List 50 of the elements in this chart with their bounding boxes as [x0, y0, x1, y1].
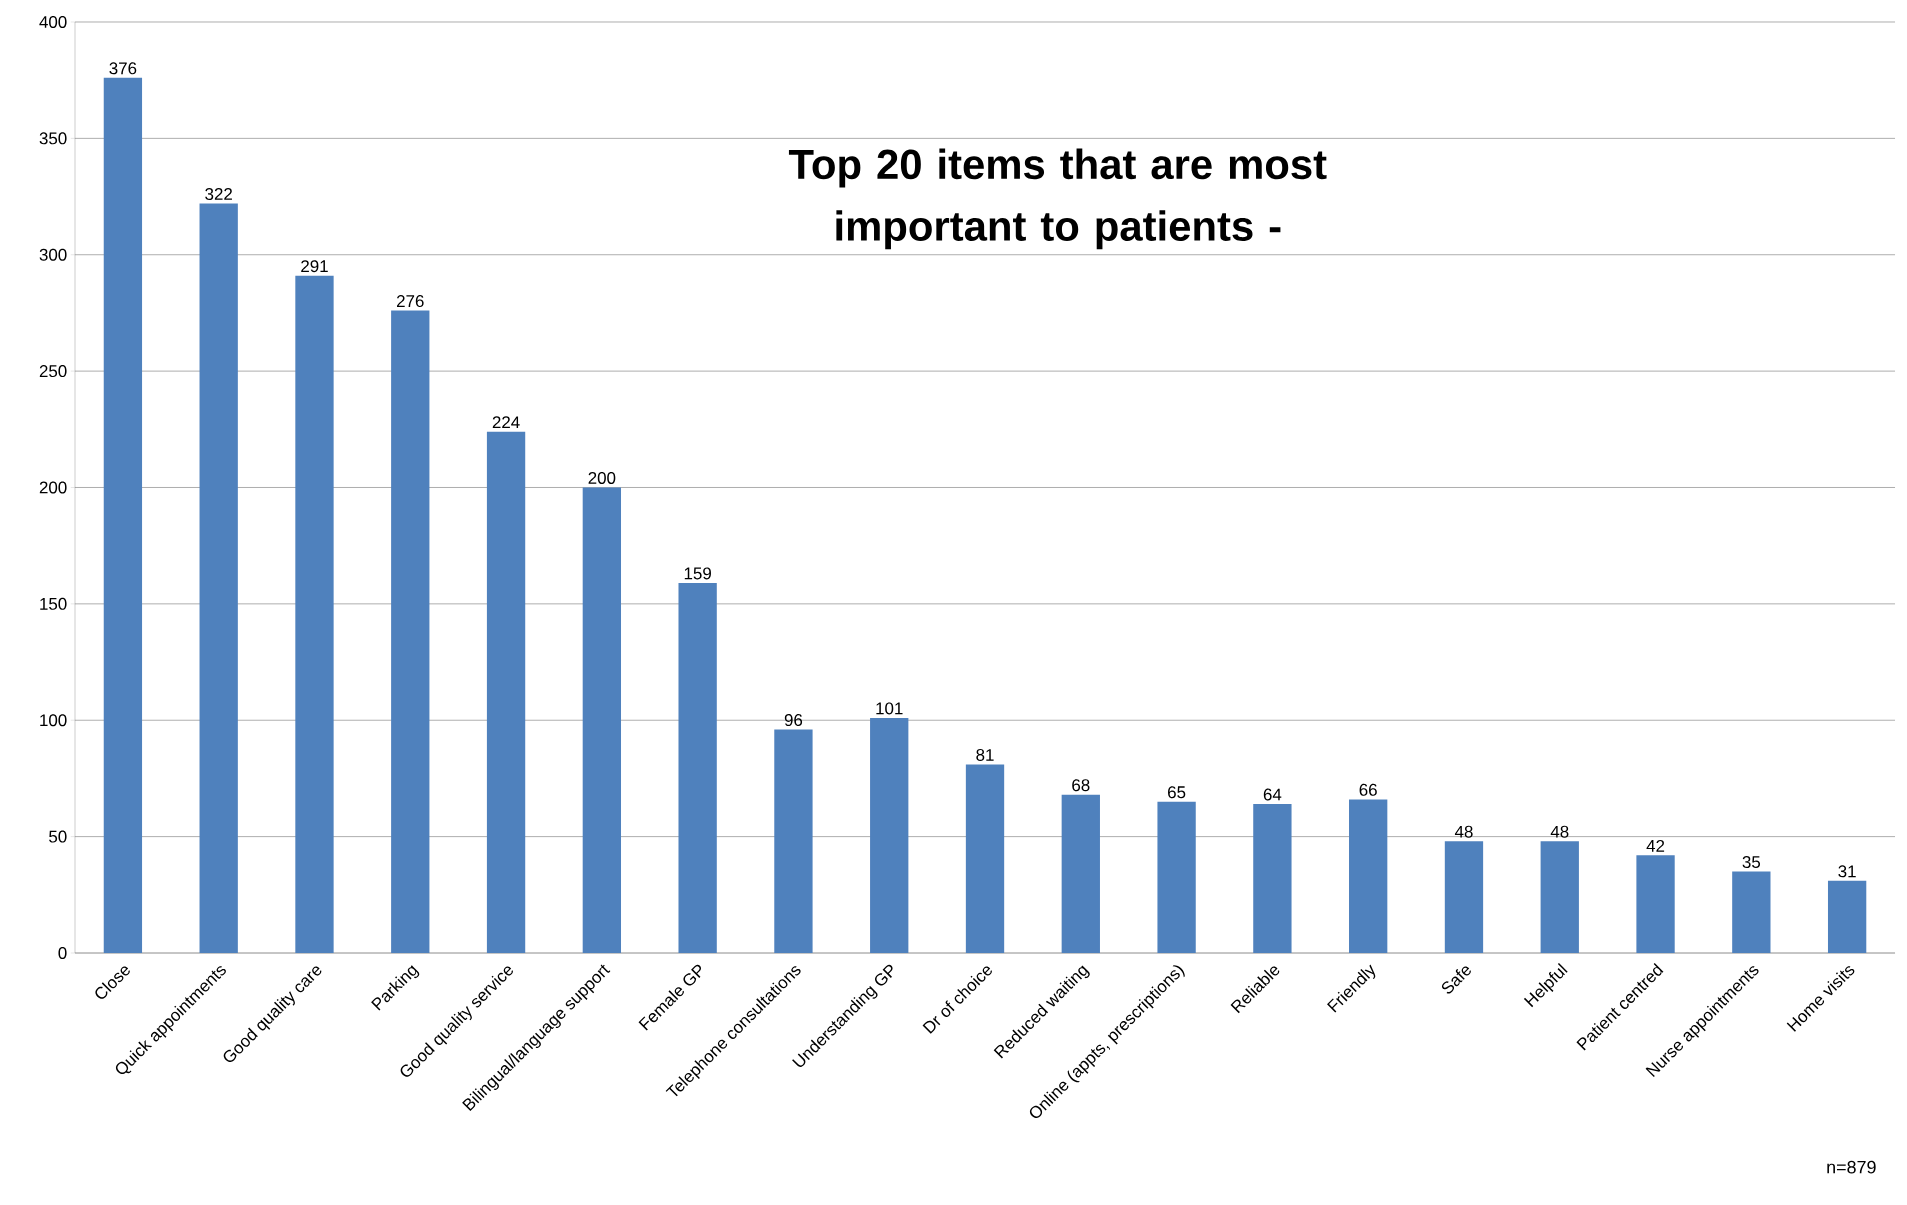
bar: [1061, 794, 1100, 953]
data-label: 68: [1072, 779, 1090, 792]
y-tick-label: 50: [49, 830, 67, 843]
data-label: 101: [876, 702, 903, 715]
y-tick-label: 250: [39, 365, 67, 378]
bar: [1253, 804, 1292, 953]
bar: [199, 203, 238, 953]
x-tick-label: Safe: [1441, 966, 1471, 994]
data-label: 96: [784, 714, 803, 727]
y-tick-label: 350: [39, 132, 67, 145]
y-tick-label: 200: [39, 481, 67, 494]
data-label: 159: [684, 567, 711, 580]
bar: [774, 729, 813, 953]
y-tick-label: 0: [58, 947, 67, 959]
y-tick-label: 100: [40, 714, 67, 727]
text: n=879: [1827, 1160, 1876, 1174]
bar: [1444, 841, 1484, 953]
bar: [295, 275, 334, 953]
data-label: 64: [1263, 788, 1282, 801]
bar: [582, 487, 622, 953]
text: Top 20 items that are most important to patients -: [788, 148, 1327, 250]
bar: [486, 431, 526, 953]
y-tick-label: 300: [39, 248, 67, 261]
bar: [678, 582, 717, 953]
bar: [870, 717, 909, 953]
bar: [103, 77, 143, 953]
data-label: 31: [1838, 865, 1856, 878]
bar: [1827, 880, 1867, 953]
data-label: 291: [301, 260, 328, 273]
bar: [1636, 855, 1675, 953]
bar: [1157, 801, 1196, 953]
data-label: 35: [1742, 856, 1761, 869]
data-label: 224: [492, 416, 520, 429]
data-label: 66: [1359, 783, 1377, 796]
bar: [1540, 841, 1579, 953]
data-label: 48: [1550, 825, 1569, 838]
bar: [1732, 871, 1771, 953]
bar: [1349, 799, 1388, 953]
y-tick-label: 400: [39, 15, 67, 28]
data-label: 322: [205, 188, 232, 201]
data-label: 276: [397, 295, 424, 308]
data-label: 200: [588, 471, 616, 484]
data-label: 65: [1168, 786, 1186, 799]
bar: [391, 310, 430, 953]
bar: [965, 764, 1005, 953]
data-label: 376: [109, 62, 137, 75]
data-label: 42: [1646, 839, 1665, 852]
data-label: 48: [1454, 825, 1473, 838]
data-label: 81: [976, 748, 994, 761]
y-tick-label: 150: [40, 597, 67, 610]
